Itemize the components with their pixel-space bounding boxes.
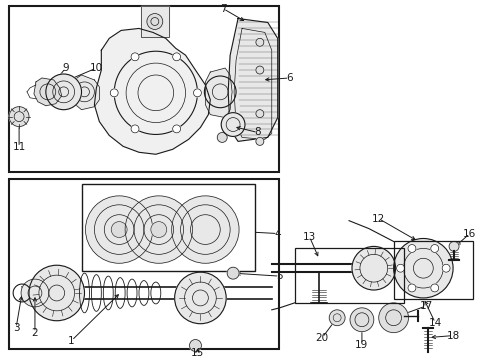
Circle shape — [46, 74, 81, 110]
Circle shape — [431, 284, 439, 292]
Circle shape — [350, 308, 374, 332]
Bar — [393, 242, 473, 299]
Circle shape — [172, 125, 181, 133]
Circle shape — [172, 53, 181, 61]
Circle shape — [396, 264, 405, 272]
Circle shape — [131, 125, 139, 133]
Bar — [9, 179, 279, 350]
Text: 1: 1 — [68, 336, 75, 346]
Circle shape — [190, 339, 201, 351]
Circle shape — [85, 196, 153, 263]
Text: 14: 14 — [429, 318, 442, 328]
Bar — [141, 6, 169, 37]
Circle shape — [352, 246, 395, 290]
Circle shape — [408, 244, 416, 252]
Circle shape — [256, 110, 264, 118]
Circle shape — [329, 310, 345, 326]
Circle shape — [227, 267, 239, 279]
Circle shape — [172, 196, 239, 263]
Polygon shape — [34, 78, 62, 106]
Text: 5: 5 — [276, 271, 283, 281]
Polygon shape — [74, 75, 99, 110]
Text: 15: 15 — [191, 348, 204, 359]
Circle shape — [431, 244, 439, 252]
Circle shape — [174, 272, 226, 324]
Circle shape — [408, 284, 416, 292]
Circle shape — [393, 238, 453, 298]
Circle shape — [147, 14, 163, 30]
Circle shape — [256, 138, 264, 145]
Text: 2: 2 — [32, 328, 38, 338]
Polygon shape — [228, 18, 278, 141]
Text: 16: 16 — [463, 229, 477, 239]
Text: 13: 13 — [303, 231, 316, 242]
Circle shape — [449, 242, 459, 251]
Circle shape — [125, 196, 193, 263]
Polygon shape — [205, 68, 232, 118]
Text: 9: 9 — [62, 63, 69, 73]
Text: 19: 19 — [355, 339, 368, 350]
Text: 8: 8 — [255, 127, 261, 138]
Circle shape — [110, 89, 118, 97]
Circle shape — [111, 222, 127, 238]
Circle shape — [379, 303, 409, 333]
Text: 20: 20 — [316, 333, 329, 343]
Text: 4: 4 — [274, 229, 281, 239]
Circle shape — [194, 89, 201, 97]
Circle shape — [217, 132, 227, 143]
Circle shape — [221, 113, 245, 136]
Text: 3: 3 — [13, 323, 20, 333]
Circle shape — [21, 279, 49, 307]
Text: 12: 12 — [372, 214, 385, 224]
Circle shape — [9, 107, 29, 126]
Circle shape — [442, 264, 450, 272]
Bar — [9, 6, 279, 172]
Circle shape — [29, 265, 84, 321]
Polygon shape — [95, 28, 210, 154]
Circle shape — [131, 53, 139, 61]
Text: 10: 10 — [90, 63, 103, 73]
Text: 17: 17 — [420, 301, 433, 311]
Circle shape — [256, 39, 264, 46]
Text: 6: 6 — [286, 73, 293, 83]
Text: 18: 18 — [446, 330, 460, 341]
Text: 7: 7 — [220, 4, 226, 14]
Bar — [294, 248, 404, 303]
Circle shape — [256, 66, 264, 74]
Bar — [141, 6, 169, 37]
Bar — [81, 184, 255, 271]
Text: 11: 11 — [12, 142, 25, 152]
Circle shape — [151, 222, 167, 238]
